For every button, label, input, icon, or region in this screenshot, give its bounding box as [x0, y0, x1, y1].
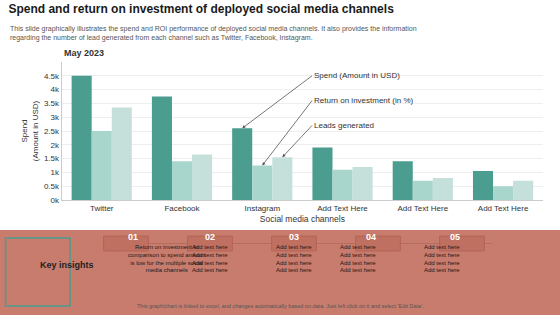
- svg-text:Add text hereAdd text hereAdd: Add text hereAdd text hereAdd text hereA…: [192, 244, 228, 273]
- svg-text:Add text hereAdd text hereAdd: Add text hereAdd text hereAdd text hereA…: [276, 244, 312, 273]
- svg-text:Spend(Amount in USD): Spend(Amount in USD): [20, 100, 39, 161]
- svg-text:3k: 3k: [51, 113, 60, 122]
- svg-text:This slide graphically illustr: This slide graphically illustrates the s…: [10, 25, 417, 42]
- svg-text:1k: 1k: [51, 168, 60, 177]
- svg-text:Social media channels: Social media channels: [260, 214, 345, 224]
- svg-text:Leads generated: Leads generated: [314, 121, 374, 130]
- svg-text:04: 04: [366, 232, 376, 242]
- svg-text:Spend (Amount in USD): Spend (Amount in USD): [314, 71, 400, 80]
- svg-text:0.5k: 0.5k: [44, 182, 60, 191]
- svg-text:05: 05: [450, 232, 460, 242]
- svg-text:Add Text Here: Add Text Here: [398, 204, 449, 213]
- svg-text:Add Text Here: Add Text Here: [317, 204, 368, 213]
- svg-text:1.5k: 1.5k: [44, 154, 60, 163]
- svg-text:This graph/chart is linked to: This graph/chart is linked to excel, and…: [137, 303, 424, 309]
- svg-text:02: 02: [205, 232, 215, 242]
- svg-text:01: 01: [128, 232, 138, 242]
- svg-text:Add text hereAdd text hereAdd: Add text hereAdd text hereAdd text hereA…: [340, 244, 376, 273]
- svg-text:Add text hereAdd text hereAdd: Add text hereAdd text hereAdd text hereA…: [424, 244, 460, 273]
- svg-text:4k: 4k: [51, 85, 60, 94]
- svg-text:Spend and return on investment: Spend and return on investment of deploy…: [8, 2, 394, 16]
- svg-text:Return on investment (in %): Return on investment (in %): [314, 96, 413, 105]
- svg-text:2k: 2k: [51, 141, 60, 150]
- svg-text:0k: 0k: [51, 196, 60, 205]
- svg-text:Facebook: Facebook: [164, 204, 200, 213]
- svg-text:Instagram: Instagram: [244, 204, 280, 213]
- svg-text:4.5k: 4.5k: [44, 72, 60, 81]
- svg-text:Key insights: Key insights: [40, 260, 94, 270]
- svg-text:Add Text Here: Add Text Here: [478, 204, 529, 213]
- svg-text:Return on investment incompari: Return on investment incomparison to spe…: [128, 244, 206, 273]
- svg-text:3.5k: 3.5k: [44, 99, 60, 108]
- svg-text:2.5k: 2.5k: [44, 127, 60, 136]
- svg-text:03: 03: [289, 232, 299, 242]
- svg-text:May 2023: May 2023: [64, 48, 104, 58]
- svg-text:Twitter: Twitter: [90, 204, 114, 213]
